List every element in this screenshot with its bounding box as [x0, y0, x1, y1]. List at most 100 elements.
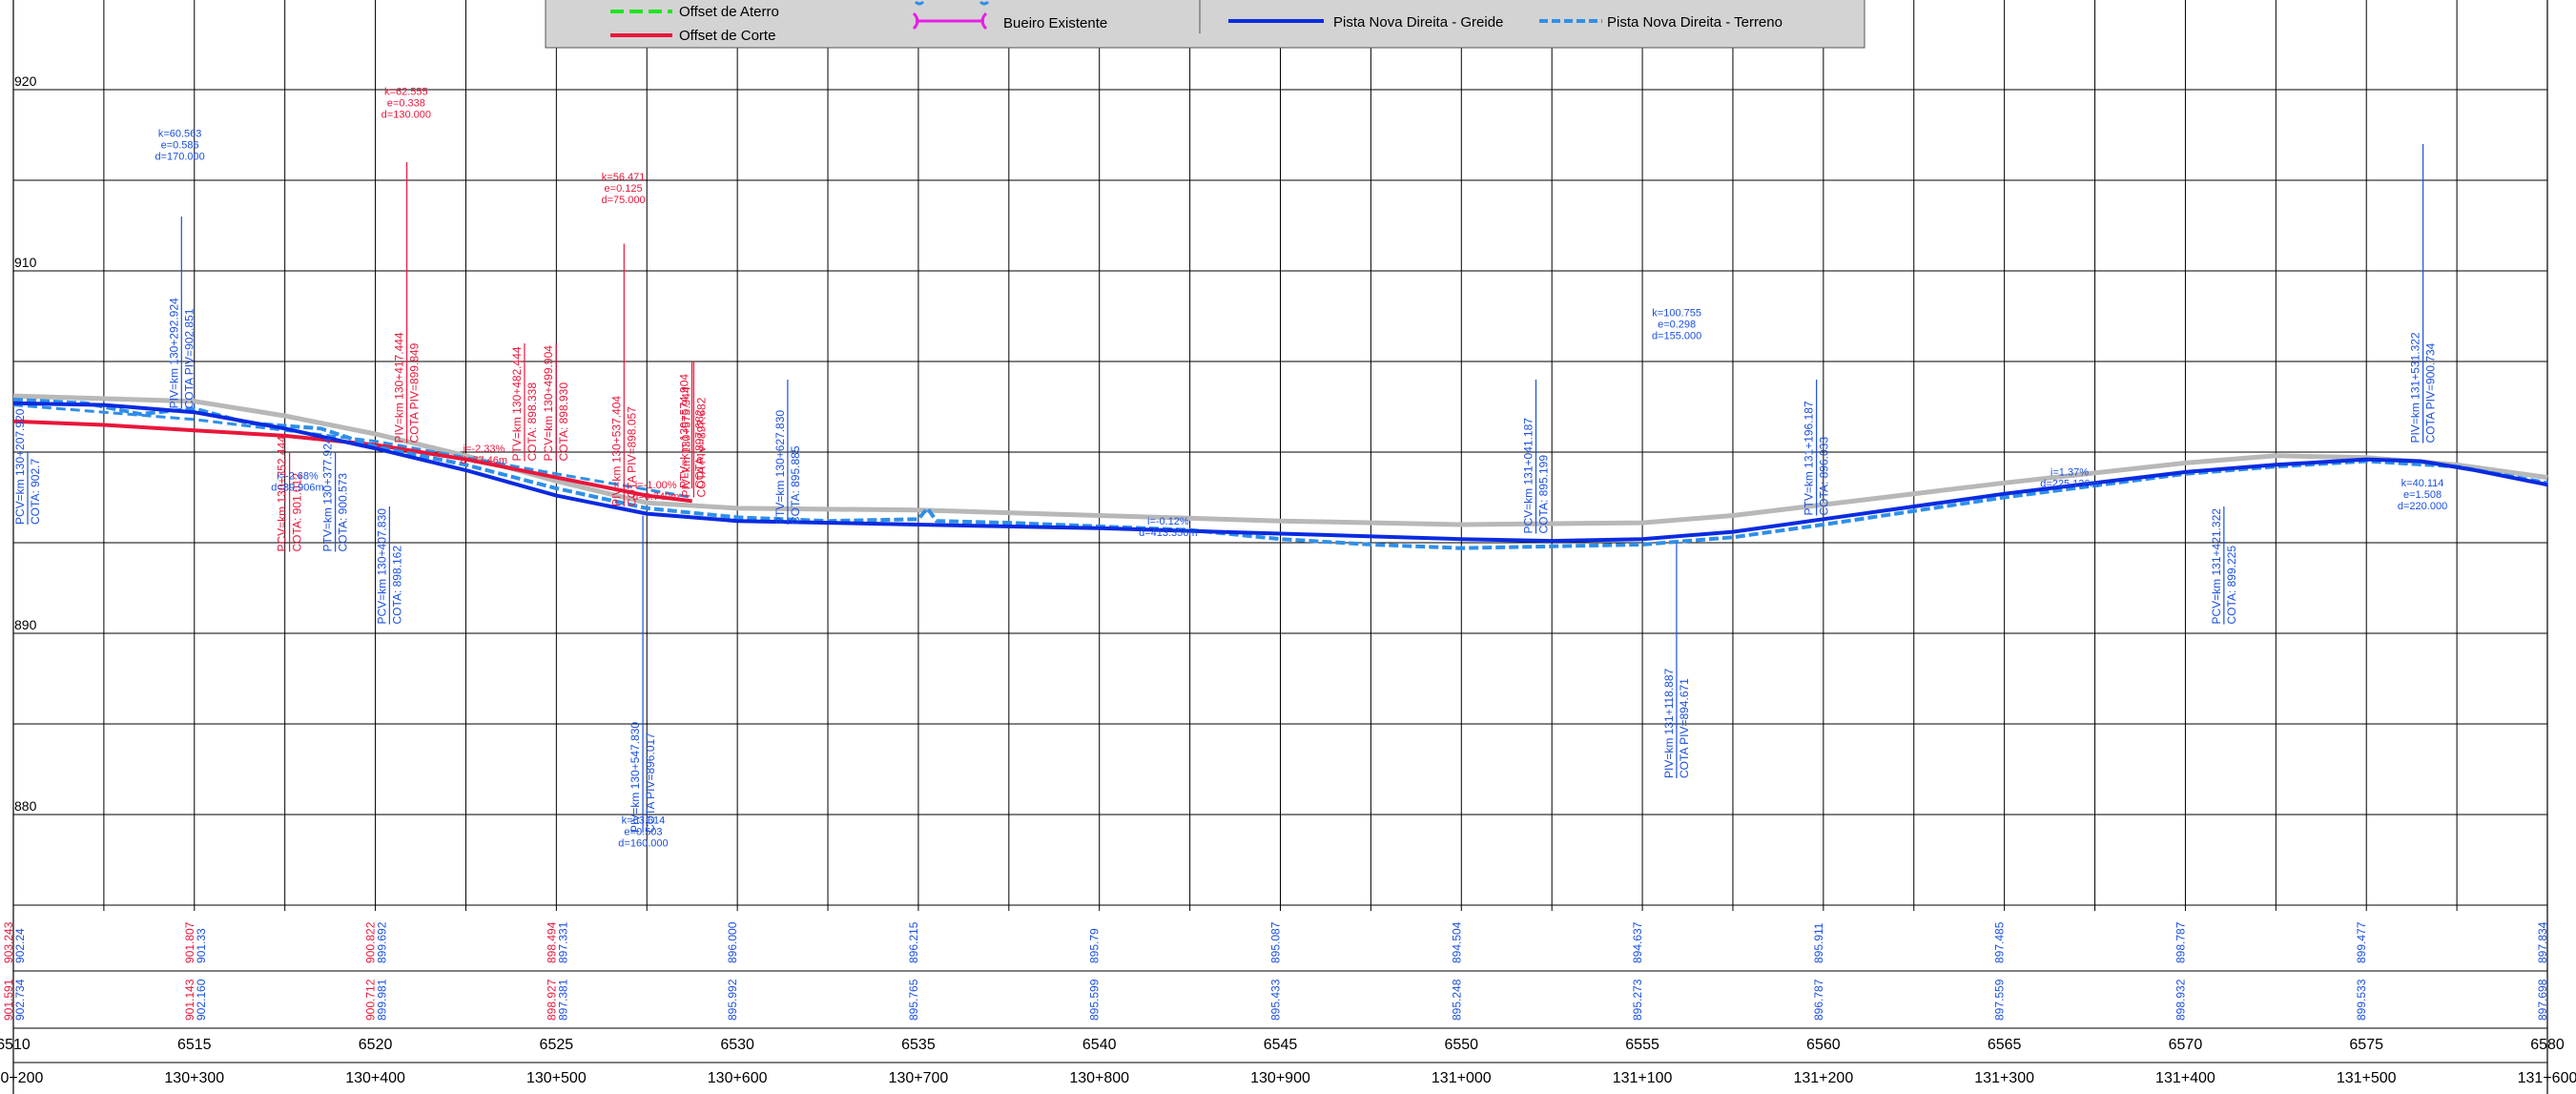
curve-parameter: k=100.755	[1652, 308, 1701, 320]
curve-parameter: k=56.471	[602, 172, 646, 183]
station-offset-label: 6525	[540, 1037, 574, 1053]
table-value-corte: 901.591	[2, 979, 15, 1021]
vertical-marker-label: PIV=km 130+537.404	[609, 396, 623, 506]
vertical-marker-elevation: COTA: 902.7	[29, 459, 42, 525]
vertical-marker-elevation: COTA: 898.162	[390, 546, 403, 625]
vertical-marker-elevation: COTA: 897.682	[693, 409, 707, 488]
station-offset-label: 6515	[177, 1037, 212, 1053]
curve-parameter: e=1.508	[2403, 489, 2442, 501]
table-value-greide: 902.160	[195, 979, 208, 1021]
vertical-marker-elevation: COTA PIV=897.682	[694, 397, 708, 497]
station-label: 130+200	[0, 1070, 43, 1086]
table-value-corte: 900.822	[364, 921, 378, 963]
legend-corte-label: Offset de Corte	[679, 28, 775, 44]
grade-label: i=-1.00%	[635, 480, 677, 491]
curve-parameter: d=155.000	[1652, 331, 1701, 342]
station-offset-label: 6545	[1264, 1037, 1298, 1053]
table-value-greide: 895.599	[1088, 979, 1102, 1021]
profile-lines	[12, 393, 2548, 550]
vertical-marker-label: PIV=km 131+531.322	[2409, 332, 2422, 443]
table-value-corte: 901.143	[183, 979, 196, 1021]
station-label: 130+900	[1250, 1070, 1310, 1086]
table-value-greide: 897.331	[556, 921, 569, 963]
curve-parameter: e=0.338	[387, 98, 425, 110]
station-offset-label: 6570	[2169, 1037, 2203, 1053]
station-offset-label: 6560	[1806, 1037, 1841, 1053]
station-offset-label: 6520	[359, 1037, 393, 1053]
elevation-labels: 920 910 890 880	[14, 73, 37, 814]
curve-parameter: d=170.000	[155, 151, 204, 162]
station-offset-label: 6555	[1625, 1037, 1659, 1053]
vertical-marker-label: PIV=km 130+417.444	[393, 332, 406, 443]
grade-label: i=-0.12%	[1147, 516, 1189, 527]
curve-parameter: e=0.586	[161, 139, 199, 151]
station-offset-label: 6530	[720, 1037, 754, 1053]
grade-label: i=-2.68%	[277, 471, 319, 483]
table-value-greide: 899.533	[2355, 979, 2368, 1021]
table-value-greide: 895.433	[1269, 979, 1283, 1021]
elevation-label: 910	[14, 255, 37, 270]
elevation-label: 890	[14, 617, 37, 632]
station-label: 130+400	[345, 1070, 405, 1086]
station-label: 131+600	[2518, 1070, 2576, 1086]
station-label: 131+300	[1974, 1070, 2034, 1086]
vertical-marker-elevation: COTA PIV=902.851	[182, 308, 196, 408]
table-value-greide: 895.273	[1631, 979, 1644, 1021]
vertical-marker-elevation: COTA: 900.573	[337, 473, 350, 552]
grade-label: i=-2.33%	[464, 444, 505, 455]
station-label: 131+100	[1613, 1070, 1673, 1086]
curve-parameter: d=75.000	[601, 195, 645, 206]
table-value-corte: 898.927	[545, 979, 558, 1021]
vertical-marker-elevation: COTA PIV=894.671	[1678, 678, 1691, 778]
terreno-line	[12, 397, 2548, 550]
table-value-greide: 895.911	[1812, 922, 1825, 963]
table-value-greide: 895.765	[907, 979, 920, 1021]
legend-bueiro-icon	[912, 0, 990, 31]
profile-grid	[12, 0, 2548, 1094]
table-value-greide: 897.698	[2536, 979, 2549, 1021]
table-value-greide: 897.485	[1993, 921, 2007, 963]
table-value-greide: 899.477	[2355, 921, 2368, 963]
vertical-marker-label: PCV=km 130+352.444	[276, 436, 289, 552]
station-axis: 6510 6515 6520 6525 6530 6535 6540 6545 6550 6555…	[0, 1037, 2576, 1086]
station-label: 130+600	[708, 1070, 768, 1086]
vertical-marker-label: PTV=km 130+627.830	[773, 410, 787, 525]
curve-parameter: k=62.555	[384, 87, 428, 98]
station-label: 131+200	[1793, 1070, 1853, 1086]
table-value-greide: 899.692	[376, 921, 389, 963]
table-value-greide: 897.559	[1993, 979, 2007, 1021]
grade-label: d=413.356m	[1139, 527, 1197, 539]
curve-parameter: d=220.000	[2398, 501, 2447, 512]
grade-label: i=1.37%	[2050, 467, 2089, 479]
station-label: 131+400	[2155, 1070, 2215, 1086]
table-value-greide: 899.981	[376, 979, 389, 1021]
vertical-marker-label: PIV=km 130+292.924	[167, 298, 180, 408]
vertical-marker-elevation: COTA PIV=900.734	[2424, 342, 2438, 443]
vertical-marker-label: PCV=km 130+207.920	[13, 408, 27, 525]
vertical-marker-label: PTV=km 130+574.904	[678, 374, 691, 488]
station-offset-label: 6580	[2530, 1037, 2565, 1053]
vertical-marker-elevation: COTA PIV=898.057	[625, 406, 638, 506]
vertical-marker-label: PCV=km 131+041.187	[1522, 418, 1535, 534]
station-offset-label: 6575	[2349, 1037, 2383, 1053]
vertical-curve-markers: PCV=km 130+207.920 COTA: 902.7 PIV=km 130+…	[13, 144, 2438, 833]
table-value-greide: 902.734	[13, 979, 27, 1021]
table-value-corte: 900.712	[364, 979, 378, 1021]
table-value-greide: 898.787	[2174, 921, 2187, 963]
vertical-marker-label: PTV=km 130+482.444	[510, 346, 524, 461]
curve-parameter: e=0.125	[605, 183, 643, 195]
grade-label: d=89.906m	[271, 483, 323, 494]
curve-parameter: k=60.563	[158, 128, 202, 139]
table-value-greide: 895.992	[726, 979, 739, 1021]
table-value-greide: 894.504	[1450, 921, 1463, 963]
vertical-marker-elevation: COTA: 896.033	[1818, 437, 1831, 516]
vertical-marker-label: PTV=km 131+196.187	[1803, 401, 1816, 515]
curve-parameter: d=160.000	[618, 838, 668, 850]
existing-ground-line	[12, 393, 2548, 527]
table-value-greide: 901.33	[195, 928, 208, 963]
vertical-marker-label: PIV=km 130+547.830	[629, 722, 642, 833]
table-value-greide: 895.087	[1269, 921, 1283, 963]
station-offset-label: 6540	[1082, 1037, 1117, 1053]
